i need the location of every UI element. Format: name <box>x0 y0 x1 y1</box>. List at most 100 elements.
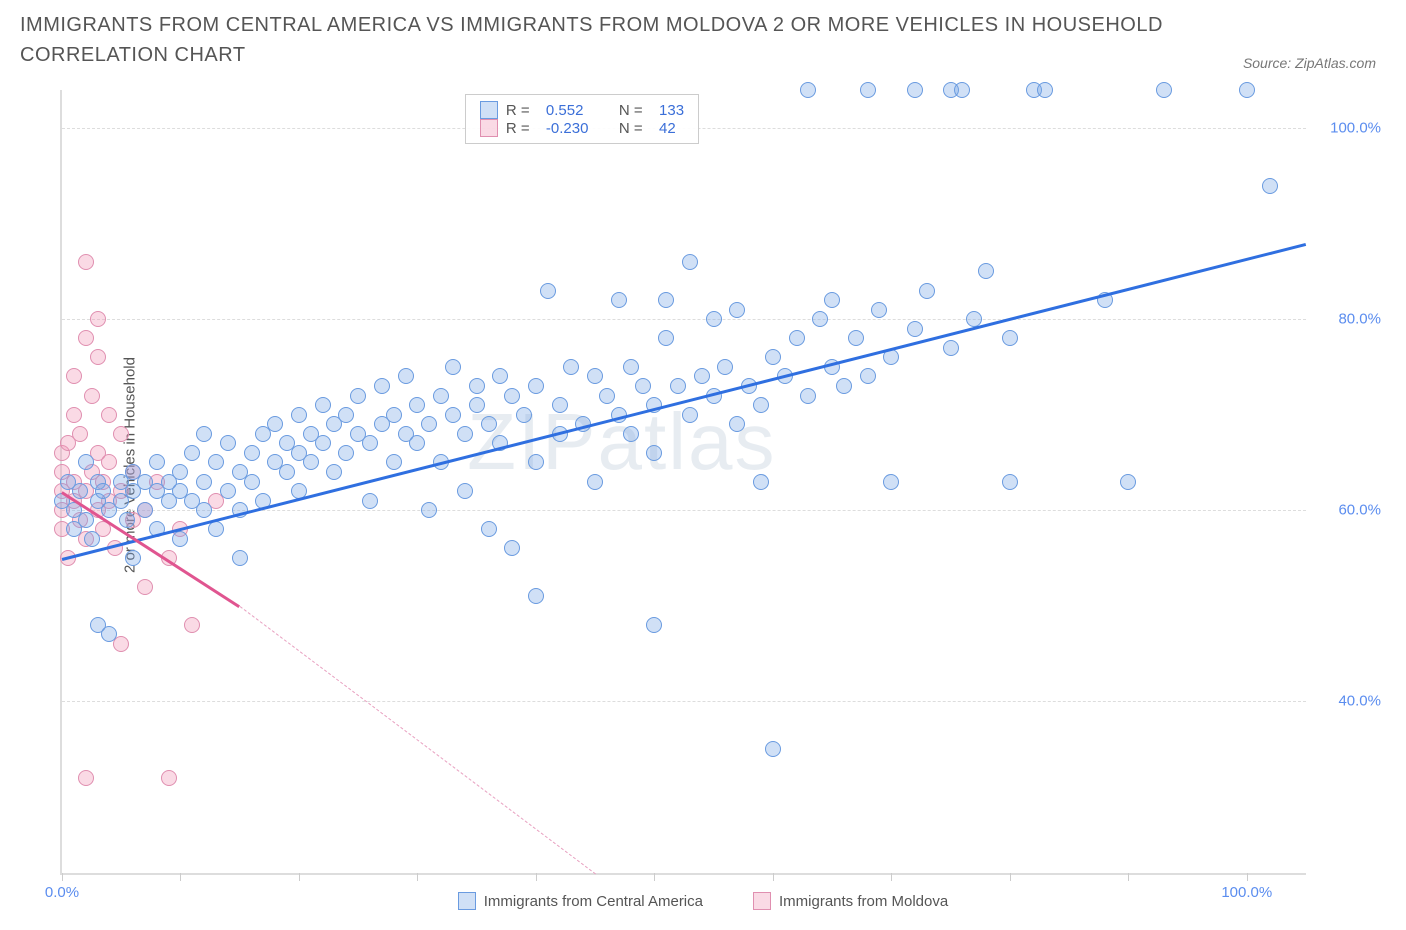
chart-title: IMMIGRANTS FROM CENTRAL AMERICA VS IMMIG… <box>20 10 1256 70</box>
data-point <box>860 368 876 384</box>
y-tick-label: 40.0% <box>1338 693 1381 710</box>
data-point <box>208 454 224 470</box>
x-tick <box>654 873 655 881</box>
n-value: 42 <box>659 120 676 137</box>
data-point <box>137 502 153 518</box>
data-point <box>315 435 331 451</box>
data-point <box>492 368 508 384</box>
data-point <box>398 368 414 384</box>
data-point <box>611 292 627 308</box>
data-point <box>119 512 135 528</box>
data-point <box>717 359 733 375</box>
n-label: N = <box>619 102 651 119</box>
x-tick <box>536 873 537 881</box>
legend-item-series-a: Immigrants from Central America <box>458 892 703 910</box>
swatch-icon <box>458 892 476 910</box>
data-point <box>907 82 923 98</box>
scatter-chart: ZIPatlas 40.0%60.0%80.0%100.0%0.0%100.0%… <box>60 90 1306 875</box>
gridline <box>62 701 1306 702</box>
data-point <box>409 435 425 451</box>
data-point <box>836 378 852 394</box>
trendline <box>62 243 1307 561</box>
swatch-icon <box>480 119 498 137</box>
x-tick <box>1128 873 1129 881</box>
data-point <box>326 464 342 480</box>
data-point <box>729 416 745 432</box>
data-point <box>149 454 165 470</box>
data-point <box>800 388 816 404</box>
legend-item-series-b: Immigrants from Moldova <box>753 892 948 910</box>
data-point <box>753 474 769 490</box>
data-point <box>504 388 520 404</box>
data-point <box>350 388 366 404</box>
data-point <box>386 407 402 423</box>
data-point <box>125 550 141 566</box>
data-point <box>563 359 579 375</box>
data-point <box>848 330 864 346</box>
data-point <box>161 770 177 786</box>
data-point <box>469 378 485 394</box>
data-point <box>682 254 698 270</box>
data-point <box>84 388 100 404</box>
swatch-icon <box>480 101 498 119</box>
data-point <box>72 426 88 442</box>
data-point <box>232 550 248 566</box>
x-tick <box>417 873 418 881</box>
x-tick <box>891 873 892 881</box>
r-label: R = <box>506 120 538 137</box>
r-value: -0.230 <box>546 120 611 137</box>
data-point <box>244 445 260 461</box>
data-point <box>78 254 94 270</box>
stats-legend-row: R = 0.552N = 133 <box>480 101 684 119</box>
gridline <box>62 319 1306 320</box>
data-point <box>78 770 94 786</box>
data-point <box>765 741 781 757</box>
data-point <box>516 407 532 423</box>
x-tick <box>1010 873 1011 881</box>
data-point <box>90 349 106 365</box>
data-point <box>871 302 887 318</box>
legend-label-a: Immigrants from Central America <box>484 893 703 910</box>
data-point <box>78 330 94 346</box>
data-point <box>78 512 94 528</box>
data-point <box>883 474 899 490</box>
data-point <box>220 483 236 499</box>
data-point <box>101 407 117 423</box>
y-tick-label: 60.0% <box>1338 502 1381 519</box>
data-point <box>433 388 449 404</box>
data-point <box>587 368 603 384</box>
x-tick <box>180 873 181 881</box>
data-point <box>445 359 461 375</box>
trendline-dashed <box>239 606 595 874</box>
data-point <box>635 378 651 394</box>
data-point <box>362 435 378 451</box>
data-point <box>244 474 260 490</box>
data-point <box>469 397 485 413</box>
data-point <box>646 445 662 461</box>
swatch-icon <box>753 892 771 910</box>
stats-legend-row: R = -0.230 N = 42 <box>480 119 684 137</box>
data-point <box>1239 82 1255 98</box>
y-tick-label: 80.0% <box>1338 311 1381 328</box>
data-point <box>481 416 497 432</box>
data-point <box>1002 474 1018 490</box>
data-point <box>943 340 959 356</box>
data-point <box>623 426 639 442</box>
data-point <box>78 454 94 470</box>
data-point <box>421 502 437 518</box>
data-point <box>291 407 307 423</box>
n-label: N = <box>619 120 651 137</box>
data-point <box>1262 178 1278 194</box>
data-point <box>587 474 603 490</box>
data-point <box>445 407 461 423</box>
n-value: 133 <box>659 102 684 119</box>
data-point <box>694 368 710 384</box>
data-point <box>789 330 805 346</box>
data-point <box>196 502 212 518</box>
data-point <box>172 464 188 480</box>
data-point <box>1002 330 1018 346</box>
data-point <box>729 302 745 318</box>
data-point <box>279 464 295 480</box>
data-point <box>765 349 781 365</box>
data-point <box>137 579 153 595</box>
